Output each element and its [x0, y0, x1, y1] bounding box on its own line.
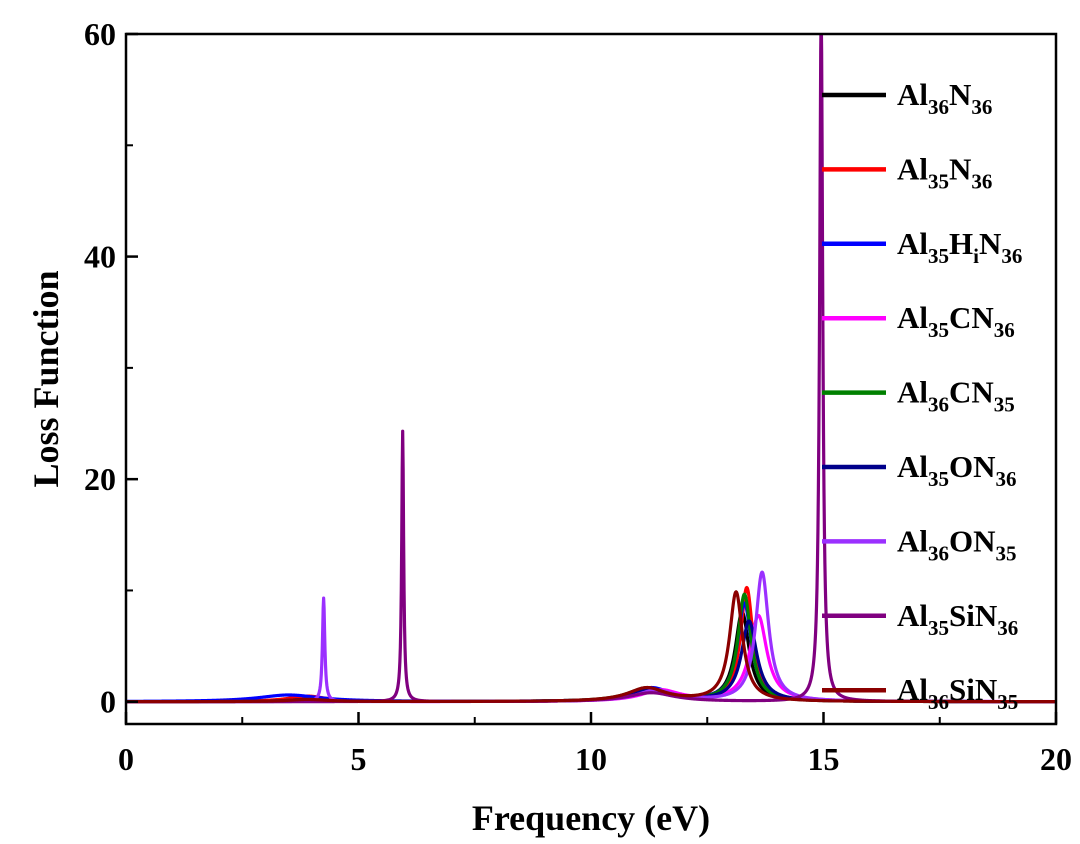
legend-label: Al36SiN35	[897, 672, 1018, 714]
x-tick-label: 15	[808, 741, 840, 777]
x-tick-label: 5	[351, 741, 367, 777]
y-tick-label: 0	[100, 684, 116, 720]
legend-item: Al36SiN35	[822, 672, 1018, 714]
legend-label: Al36ON35	[897, 523, 1017, 565]
y-tick-label: 20	[84, 461, 116, 497]
legend-label: Al35SiN36	[897, 598, 1018, 640]
x-tick-label: 0	[118, 741, 134, 777]
legend-item: Al35ON36	[822, 449, 1017, 491]
x-tick-label: 20	[1040, 741, 1072, 777]
legend: Al36N36 Al35N36 Al35HiN36 Al35CN36 Al36CN35 A…	[822, 77, 1022, 714]
axes: 0 5 10 15 20 0 20 40 60	[84, 16, 1072, 777]
x-axis-title: Frequency (eV)	[472, 798, 710, 838]
legend-label: Al35ON36	[897, 449, 1017, 491]
legend-label: Al36CN35	[897, 375, 1015, 417]
legend-item: Al36N36	[822, 77, 992, 119]
legend-label: Al35HiN36	[897, 226, 1022, 268]
legend-item: Al35HiN36	[822, 226, 1022, 268]
legend-item: Al35SiN36	[822, 598, 1018, 640]
x-tick-label: 10	[575, 741, 607, 777]
series-line-9	[126, 590, 1056, 704]
legend-label: Al35CN36	[897, 300, 1015, 342]
legend-label: Al35N36	[897, 151, 992, 193]
legend-item: Al36ON35	[822, 523, 1017, 565]
y-tick-label: 40	[84, 239, 116, 275]
y-axis-title: Loss Function	[26, 270, 66, 487]
series-layer	[126, 34, 1056, 704]
y-tick-label: 60	[84, 16, 116, 52]
legend-item: Al35N36	[822, 151, 992, 193]
legend-item: Al35CN36	[822, 300, 1015, 342]
legend-label: Al36N36	[897, 77, 992, 119]
legend-item: Al36CN35	[822, 375, 1015, 417]
